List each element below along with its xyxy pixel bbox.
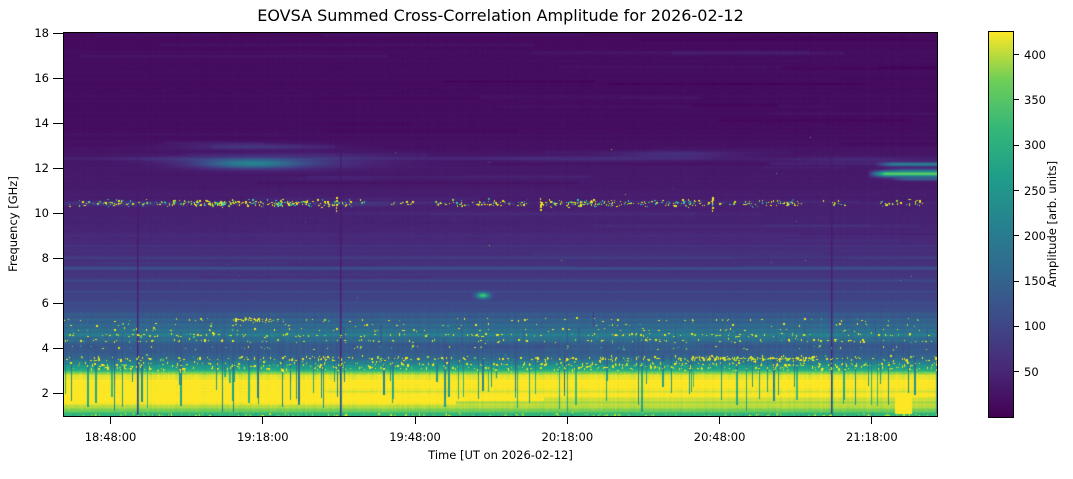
y-tick-label: 6 <box>41 296 49 311</box>
y-tick-mark <box>53 257 63 259</box>
y-tick-label: 12 <box>34 161 49 176</box>
colorbar-tick-label: 250 <box>1024 183 1046 198</box>
colorbar-tick-mark <box>1013 280 1019 282</box>
y-tick-mark <box>53 212 63 214</box>
colorbar-tick-label: 50 <box>1024 364 1039 379</box>
x-tick-mark <box>414 416 416 424</box>
y-tick-mark <box>53 32 63 34</box>
colorbar-tick-mark <box>1013 190 1019 192</box>
colorbar-tick-label: 200 <box>1024 228 1046 243</box>
colorbar-border <box>988 31 1014 418</box>
colorbar-tick-label: 400 <box>1024 47 1046 62</box>
x-tick-mark <box>110 416 112 424</box>
x-tick-label: 18:48:00 <box>84 430 137 444</box>
colorbar-label: Amplitude [arb. units] <box>1045 160 1059 288</box>
y-tick-label: 8 <box>41 251 49 266</box>
colorbar-tick-label: 150 <box>1024 274 1046 289</box>
y-tick-mark <box>53 392 63 394</box>
y-tick-label: 14 <box>34 116 49 131</box>
x-tick-label: 20:48:00 <box>693 430 746 444</box>
y-tick-mark <box>53 77 63 79</box>
colorbar-tick-mark <box>1013 54 1019 56</box>
y-tick-mark <box>53 167 63 169</box>
colorbar-gradient <box>989 32 1013 417</box>
colorbar-tick-label: 300 <box>1024 138 1046 153</box>
x-tick-label: 21:18:00 <box>846 430 898 444</box>
x-tick-mark <box>566 416 568 424</box>
y-tick-label: 4 <box>41 341 49 356</box>
chart-title: EOVSA Summed Cross-Correlation Amplitude… <box>257 6 744 25</box>
colorbar-tick-label: 350 <box>1024 92 1046 107</box>
x-tick-mark <box>262 416 264 424</box>
y-tick-label: 18 <box>34 26 49 40</box>
x-tick-label: 20:18:00 <box>541 430 594 444</box>
y-axis-label: Frequency [GHz] <box>6 176 20 272</box>
x-tick-label: 19:48:00 <box>389 430 441 444</box>
plot-border <box>63 32 938 417</box>
colorbar-tick-mark <box>1013 144 1019 146</box>
y-tick-label: 16 <box>34 71 49 86</box>
colorbar-tick-mark <box>1013 325 1019 327</box>
y-tick-label: 2 <box>41 386 49 401</box>
x-tick-label: 19:18:00 <box>236 430 289 444</box>
colorbar-tick-mark <box>1013 99 1019 101</box>
colorbar-tick-mark <box>1013 235 1019 237</box>
x-tick-mark <box>871 416 873 424</box>
y-tick-mark <box>53 347 63 349</box>
y-tick-label: 10 <box>34 206 49 221</box>
x-axis-label: Time [UT on 2026-02-12] <box>428 448 573 462</box>
colorbar-tick-mark <box>1013 371 1019 373</box>
spectrogram-canvas <box>64 33 937 416</box>
y-tick-mark <box>53 302 63 304</box>
y-tick-mark <box>53 122 63 124</box>
x-tick-mark <box>719 416 721 424</box>
colorbar-tick-label: 100 <box>1024 319 1046 334</box>
